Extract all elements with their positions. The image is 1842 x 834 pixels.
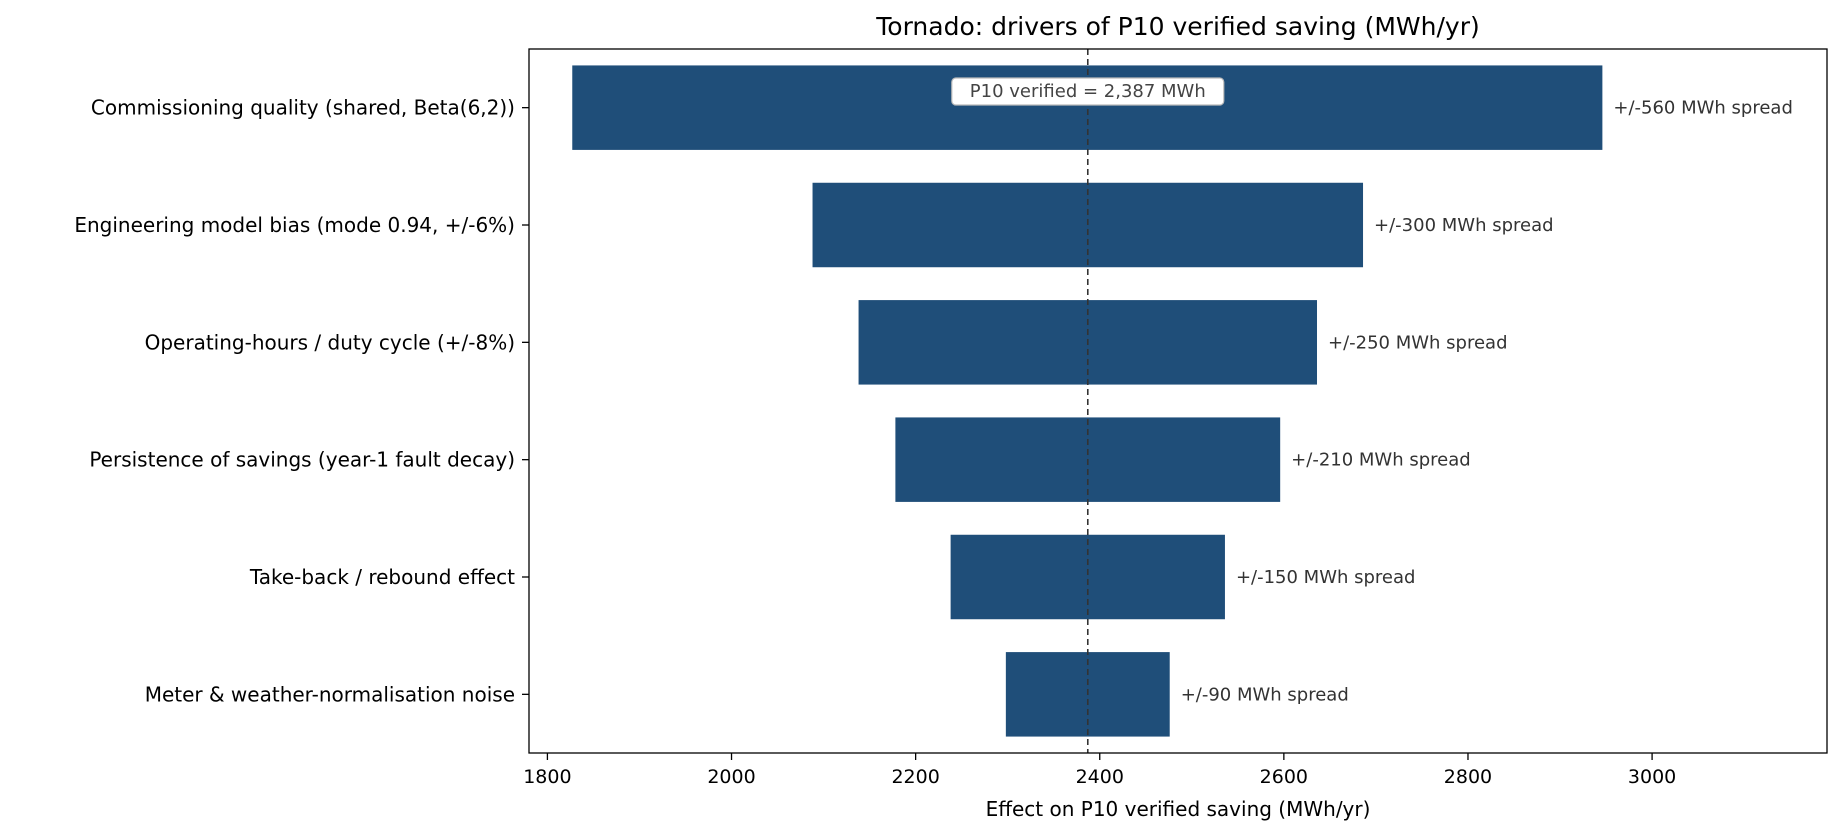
spread-label-2: +/-250 MWh spread bbox=[1328, 332, 1508, 353]
spread-label-0: +/-560 MWh spread bbox=[1613, 98, 1793, 119]
category-label-2: Operating-hours / duty cycle (+/-8%) bbox=[145, 330, 515, 354]
x-tick-label-6: 3000 bbox=[1628, 766, 1676, 788]
reference-label-box bbox=[951, 77, 1225, 106]
category-label-5: Meter & weather-normalisation noise bbox=[145, 682, 515, 706]
chart-title: Tornado: drivers of P10 verified saving … bbox=[875, 12, 1479, 41]
x-axis-label: Effect on P10 verified saving (MWh/yr) bbox=[986, 797, 1371, 821]
spread-label-4: +/-150 MWh spread bbox=[1236, 567, 1416, 588]
reference-layer: P10 verified = 2,387 MWh bbox=[951, 49, 1225, 753]
x-tick-label-1: 2000 bbox=[707, 766, 755, 788]
bar-4 bbox=[950, 534, 1225, 620]
plot-frame bbox=[528, 48, 1828, 754]
spread-label-3: +/-210 MWh spread bbox=[1291, 450, 1471, 471]
category-label-1: Engineering model bias (mode 0.94, +/-6%… bbox=[74, 213, 515, 237]
category-label-4: Take-back / rebound effect bbox=[249, 565, 515, 589]
category-label-0: Commissioning quality (shared, Beta(6,2)… bbox=[91, 96, 515, 120]
reference-label: P10 verified = 2,387 MWh bbox=[970, 81, 1206, 102]
x-tick-label-2: 2200 bbox=[891, 766, 939, 788]
category-label-3: Persistence of savings (year-1 fault dec… bbox=[89, 448, 515, 472]
x-tick-label-5: 2800 bbox=[1444, 766, 1492, 788]
bars-layer: +/-560 MWh spread +/-300 MWh spread +/-250… bbox=[572, 65, 1793, 737]
x-tick-label-3: 2400 bbox=[1076, 766, 1124, 788]
spread-label-5: +/-90 MWh spread bbox=[1181, 684, 1349, 705]
x-tick-label-4: 2600 bbox=[1260, 766, 1308, 788]
spread-label-1: +/-300 MWh spread bbox=[1374, 215, 1554, 236]
y-axis: Commissioning quality (shared, Beta(6,2)… bbox=[74, 96, 529, 706]
x-tick-label-0: 1800 bbox=[523, 766, 571, 788]
x-axis: 1800 2000 2200 2400 2600 2800 3000 bbox=[523, 753, 1676, 788]
